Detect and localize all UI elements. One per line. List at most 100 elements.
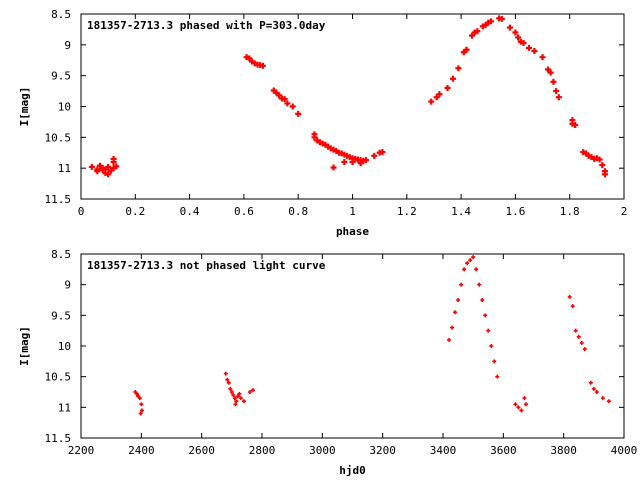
data-point	[601, 171, 608, 178]
x-tick-label: 0.2	[125, 205, 145, 218]
data-point	[447, 337, 452, 342]
data-point	[468, 258, 473, 263]
data-point	[139, 408, 144, 413]
data-point	[138, 411, 143, 416]
x-tick-label: 1.6	[505, 205, 525, 218]
data-point	[567, 294, 572, 299]
y-tick-label: 8.5	[51, 8, 71, 21]
data-point	[225, 377, 230, 382]
x-axis-label: hjd0	[339, 464, 366, 477]
data-point	[330, 164, 337, 171]
data-point	[519, 408, 524, 413]
x-tick-label: 3400	[430, 444, 457, 457]
x-tick-label: 0.6	[234, 205, 254, 218]
data-point	[525, 44, 532, 51]
data-point	[474, 28, 481, 35]
data-point	[105, 171, 112, 178]
data-point	[471, 255, 476, 260]
data-point	[582, 347, 587, 352]
data-point	[576, 334, 581, 339]
data-point	[591, 386, 596, 391]
x-tick-label: 2	[621, 205, 628, 218]
unphased-light-curve-panel: 2200 2400 2600 2800 3000 3200 3400 3600 3800 4000…	[18, 248, 637, 477]
y-tick-label: 9	[64, 279, 71, 292]
data-point	[520, 39, 527, 46]
data-point	[462, 267, 467, 272]
data-point	[573, 328, 578, 333]
data-point	[512, 29, 519, 36]
y-tick-label: 11.5	[45, 432, 72, 445]
data-point	[463, 46, 470, 53]
data-point	[231, 393, 236, 398]
data-point	[523, 402, 528, 407]
data-point	[474, 267, 479, 272]
x-tick-label: 4000	[611, 444, 638, 457]
data-point	[247, 390, 252, 394]
x-tick-label: 3200	[369, 444, 396, 457]
x-tick-label: 3600	[490, 444, 517, 457]
plot-frame	[80, 253, 625, 439]
y-tick-label: 9	[64, 39, 71, 52]
data-point	[241, 399, 246, 404]
x-tick-label: 1.4	[451, 205, 471, 218]
data-point	[600, 396, 605, 401]
data-point	[515, 34, 522, 41]
data-point	[428, 98, 435, 105]
data-point	[553, 88, 560, 95]
data-point	[489, 344, 494, 348]
data-point	[233, 402, 238, 407]
x-tick-label: 2400	[128, 444, 155, 457]
phased-light-curve-panel: 0 0.2 0.4 0.6 0.8 1 1.2 1.4 1.6 1.8 2 8.5 9 9.5 10 10.5…	[18, 8, 627, 238]
x-tick-label: 0	[78, 205, 85, 218]
data-point	[486, 328, 491, 333]
data-point	[539, 54, 546, 61]
data-point	[94, 168, 101, 175]
data-point	[599, 162, 606, 169]
data-point	[229, 390, 234, 394]
data-point	[105, 163, 112, 170]
data-point	[513, 402, 518, 407]
data-point	[465, 261, 470, 266]
data-point	[226, 380, 231, 385]
data-point	[483, 313, 488, 318]
data-point	[453, 310, 458, 315]
data-point	[492, 359, 497, 364]
data-point	[516, 405, 521, 410]
data-point	[237, 391, 242, 396]
data-point	[572, 122, 579, 128]
y-axis-label: I[mag]	[18, 87, 31, 127]
data-point	[134, 391, 139, 396]
data-point	[110, 155, 117, 162]
data-point	[555, 94, 562, 101]
data-point	[449, 75, 456, 82]
data-point	[228, 386, 233, 391]
data-point	[456, 298, 461, 302]
data-point	[113, 163, 120, 170]
data-point	[289, 103, 296, 110]
data-point	[88, 163, 95, 170]
data-point	[450, 325, 455, 330]
x-axis-label: phase	[336, 225, 369, 238]
data-point	[477, 282, 482, 287]
y-tick-label: 11.5	[45, 193, 72, 206]
data-point	[371, 152, 378, 159]
data-point	[506, 24, 513, 31]
data-point	[235, 394, 240, 399]
data-point	[357, 160, 364, 167]
data-point	[281, 96, 288, 103]
data-point	[137, 396, 142, 401]
y-tick-label: 10	[58, 101, 71, 114]
y-tick-label: 11	[58, 401, 71, 414]
data-point	[284, 100, 291, 107]
x-tick-label: 1.8	[560, 205, 580, 218]
y-tick-label: 9.5	[51, 70, 71, 83]
chart-title: 181357-2713.3 phased with P=303.0day	[87, 19, 326, 32]
data-point	[498, 15, 505, 22]
data-point	[232, 396, 237, 401]
data-point	[596, 156, 603, 163]
data-point	[139, 402, 144, 407]
data-point	[550, 78, 557, 85]
x-tick-label: 2800	[249, 444, 276, 457]
